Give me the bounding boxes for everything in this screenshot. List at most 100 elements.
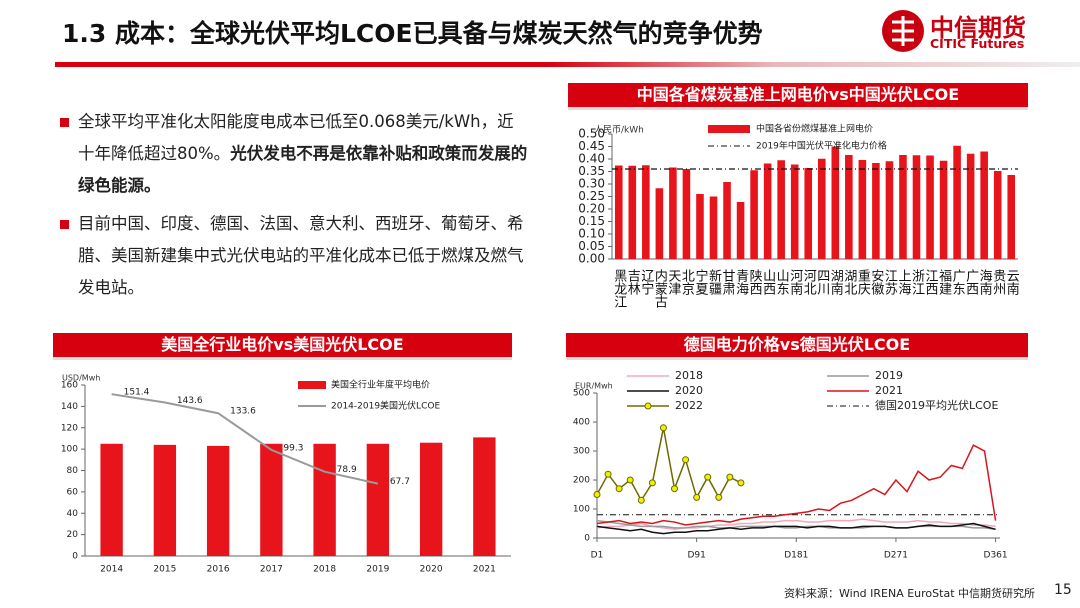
x-tick-label: 河南	[787, 269, 803, 295]
y-tick-label: 0.00	[578, 252, 605, 266]
y-tick-label: 0.45	[578, 139, 605, 153]
x-tick-label: 北京	[679, 269, 695, 295]
x-tick-label: 河北	[801, 269, 817, 296]
bar	[1007, 175, 1016, 259]
legend-label: 德国2019平均光伏LCOE	[875, 398, 998, 412]
bar	[777, 160, 785, 259]
x-tick-label: 上海	[895, 269, 911, 295]
bar	[260, 443, 283, 556]
legend-marker	[644, 402, 652, 410]
bar	[750, 170, 758, 259]
x-tick-label: 新疆	[706, 268, 722, 295]
y-tick-label: 0.10	[578, 227, 605, 241]
line-series	[596, 444, 997, 526]
point	[726, 473, 734, 481]
y-tick-label: 200	[573, 476, 590, 486]
legend-swatch	[298, 381, 326, 389]
bar	[993, 171, 1002, 259]
y-tick-label: 160	[61, 381, 78, 391]
legend-swatch	[708, 125, 750, 133]
bar	[872, 163, 880, 259]
y-unit: 人民币/kWh	[594, 125, 644, 136]
bar	[709, 196, 718, 259]
line-series	[596, 519, 996, 531]
bar	[366, 443, 390, 556]
bullet-emphasis: 光伏发电不再是依靠补贴和政策而发展的绿色能源。	[78, 144, 528, 195]
y-tick-label: 40	[67, 509, 79, 519]
x-tick-label: 安徽	[868, 269, 884, 295]
x-tick-label: 重庆	[855, 268, 871, 295]
data-label: 99.3	[283, 443, 303, 453]
legend-label: 2018	[675, 369, 703, 382]
bar	[953, 145, 961, 259]
bar	[980, 151, 988, 259]
bar	[723, 182, 731, 259]
bullet-list: 全球平均平准化太阳能度电成本已低至0.068美元/kWh，近十年降低超过80%。…	[58, 106, 528, 310]
x-tick-label: D361	[984, 551, 1008, 561]
y-tick-label: 0.05	[578, 239, 605, 253]
bar	[845, 155, 853, 259]
y-tick-label: 0.15	[578, 214, 605, 228]
x-tick-label: D181	[784, 551, 808, 561]
bar	[736, 202, 745, 259]
point	[659, 424, 667, 432]
bar	[926, 155, 934, 259]
x-tick-label: 青海	[733, 269, 749, 295]
y-tick-label: 0	[584, 534, 590, 544]
point	[682, 456, 690, 464]
bar	[655, 188, 664, 259]
y-tick-label: 100	[573, 505, 590, 515]
bar	[966, 153, 975, 259]
source-note: 资料来源：Wind IRENA EuroStat 中信期货研究所	[784, 587, 1036, 600]
bar	[804, 168, 813, 259]
point	[626, 476, 634, 484]
bar	[831, 146, 840, 259]
x-tick-label: 吉林	[625, 269, 641, 295]
data-label: 143.6	[177, 396, 203, 406]
bar	[899, 155, 907, 259]
bar	[473, 437, 496, 556]
y-tick-label: 500	[573, 389, 590, 399]
logo-icon	[882, 10, 924, 52]
y-tick-label: 0.50	[578, 127, 605, 141]
x-tick-label: 海南	[977, 269, 993, 295]
bar	[419, 442, 443, 556]
y-tick-label: 60	[67, 487, 79, 497]
bar	[858, 160, 867, 259]
x-tick-label: 云南	[1004, 269, 1020, 295]
slide-title: 1.3 成本：全球光伏平均LCOE已具备与煤炭天然气的竞争优势	[62, 19, 763, 48]
bar	[763, 163, 772, 259]
x-tick-label: D1	[591, 551, 604, 561]
x-tick-label: D271	[884, 551, 908, 561]
bullet: 全球平均平准化太阳能度电成本已低至0.068美元/kWh，近十年降低超过80%。…	[58, 106, 528, 202]
bullet: 目前中国、印度、德国、法国、意大利、西班牙、葡萄牙、希腊、美国新建集中式光伏电站…	[58, 208, 528, 304]
bullet-text: 全球平均平准化太阳能度电成本已低至0.068美元/kWh，近十年降低超过80%。	[78, 112, 514, 163]
bar	[614, 165, 623, 259]
data-label: 78.9	[337, 465, 357, 475]
x-tick-label: 山东	[774, 269, 790, 295]
page-number: 15	[1054, 582, 1072, 598]
legend-label: 2020	[675, 384, 703, 397]
y-tick-label: 300	[573, 447, 590, 457]
bar	[153, 444, 177, 556]
y-unit: EUR/Mwh	[575, 382, 613, 391]
data-label: 67.7	[390, 477, 410, 487]
x-tick-label: 陕西	[747, 269, 763, 295]
chart-title: 中国各省煤炭基准上网电价vs中国光伏LCOE	[568, 83, 1028, 110]
y-tick-label: 0.40	[578, 152, 605, 166]
y-tick-label: 20	[67, 530, 79, 540]
x-tick-label: 辽宁	[638, 269, 654, 295]
bar	[313, 443, 336, 556]
bar	[885, 161, 894, 259]
legend-label: 2019	[875, 369, 903, 382]
y-tick-label: 140	[61, 402, 78, 412]
x-tick-label: D91	[687, 551, 705, 561]
line-series	[596, 518, 996, 531]
x-tick-label: 广东	[950, 269, 966, 295]
bar	[206, 445, 230, 556]
x-tick-label: 内蒙古	[652, 268, 668, 308]
line-series	[111, 393, 379, 485]
x-tick-label: 2017	[260, 565, 283, 575]
x-tick-label: 山西	[760, 269, 776, 295]
